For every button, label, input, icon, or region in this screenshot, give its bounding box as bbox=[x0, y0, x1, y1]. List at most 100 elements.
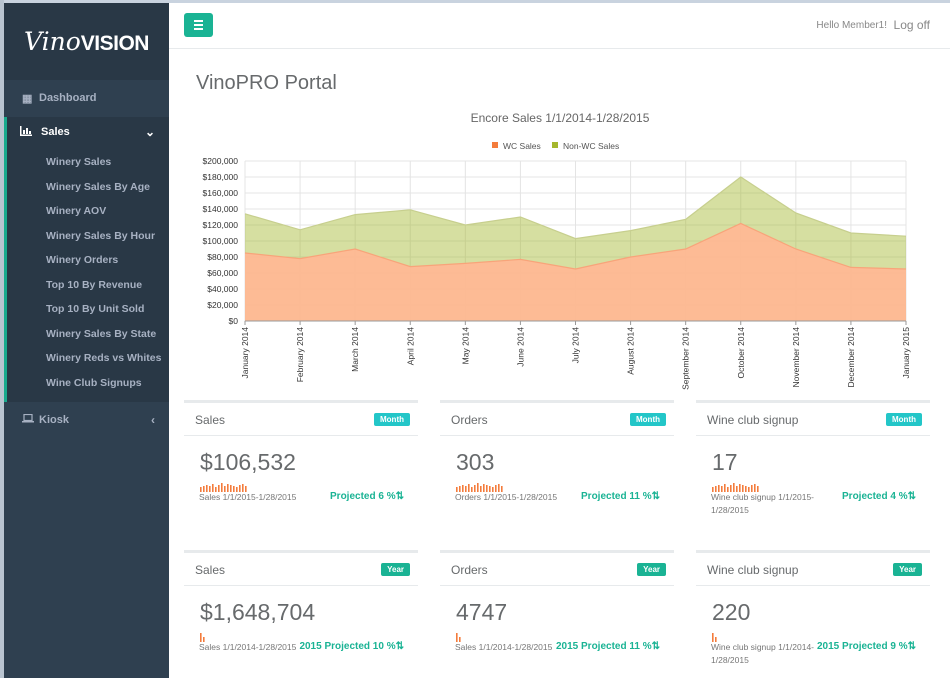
x-tick-label: May 2014 bbox=[460, 327, 470, 365]
sidebar: VinoVISION ▦ Dashboard Sales ⌄ Kiosk ‹ W… bbox=[4, 3, 169, 678]
card-header: Sales Month bbox=[184, 403, 418, 436]
legend-swatch bbox=[552, 142, 558, 148]
trend-arrow-icon: ⇅ bbox=[651, 641, 660, 652]
sales-submenu bbox=[4, 117, 169, 402]
sidebar-subitem[interactable]: Winery Sales By State bbox=[46, 327, 157, 340]
trend-arrow-icon: ⇅ bbox=[651, 491, 660, 502]
sidebar-item-label: Sales bbox=[41, 126, 70, 138]
trend-arrow-icon: ⇅ bbox=[395, 641, 404, 652]
sparkline bbox=[712, 629, 772, 647]
card-period-text: Sales 1/1/2015-1/28/2015 bbox=[199, 492, 297, 502]
legend-label: WC Sales bbox=[503, 141, 541, 151]
legend-label: Non-WC Sales bbox=[563, 141, 619, 151]
sidebar-subitem[interactable]: Top 10 By Unit Sold bbox=[46, 303, 145, 315]
projection-value: 2015 Projected 11 % bbox=[555, 641, 652, 652]
greeting-text: Hello Member1! bbox=[816, 20, 887, 31]
trend-arrow-icon: ⇅ bbox=[907, 641, 916, 652]
dashboard-icon: ▦ bbox=[22, 93, 33, 105]
card-header: Sales Year bbox=[184, 553, 418, 586]
x-tick-label: February 2014 bbox=[295, 327, 305, 383]
card-header: Orders Month bbox=[440, 403, 674, 436]
period-badge: Month bbox=[630, 413, 666, 426]
x-tick-label: July 2014 bbox=[571, 327, 581, 364]
projection-text: Projected 6 %⇅ bbox=[330, 491, 404, 502]
period-badge: Month bbox=[886, 413, 922, 426]
projection-value: Projected 4 % bbox=[842, 491, 908, 502]
brand-vino: Vino bbox=[24, 27, 81, 56]
card-period-text: Sales 1/1/2014-1/28/2015 bbox=[199, 642, 297, 652]
laptop-icon bbox=[22, 413, 34, 426]
chevron-down-icon: ⌄ bbox=[144, 125, 155, 139]
hamburger-icon-bar bbox=[194, 28, 203, 30]
menu-toggle-button[interactable] bbox=[184, 13, 213, 37]
card-value: 303 bbox=[456, 449, 495, 475]
sidebar-item-label: Kiosk bbox=[39, 414, 69, 426]
sparkline bbox=[456, 629, 516, 647]
card-title: Wine club signup bbox=[707, 413, 799, 427]
sidebar-header: VinoVISION bbox=[4, 3, 169, 80]
card-title: Sales bbox=[195, 413, 226, 427]
sparkline bbox=[200, 479, 260, 497]
period-badge: Year bbox=[381, 563, 410, 576]
projection-text: 2015 Projected 10 %⇅ bbox=[299, 641, 404, 652]
card-value: 17 bbox=[712, 449, 738, 475]
sidebar-subitem[interactable]: Winery AOV bbox=[46, 205, 107, 217]
sparkline bbox=[200, 629, 260, 647]
hamburger-icon bbox=[194, 20, 203, 22]
y-tick-label: $0 bbox=[229, 316, 239, 326]
sparkline bbox=[712, 479, 772, 497]
card-title: Sales bbox=[195, 563, 226, 577]
sidebar-subitem[interactable]: Winery Reds vs Whites bbox=[46, 352, 162, 364]
projection-text: 2015 Projected 9 %⇅ bbox=[817, 641, 916, 652]
brand-vision: VISION bbox=[80, 32, 150, 55]
top-navbar: Hello Member1! Log off bbox=[169, 3, 950, 49]
card-title: Orders bbox=[451, 413, 488, 427]
card-period-text: Wine club signup 1/1/2015- 1/28/2015 bbox=[711, 492, 815, 515]
card-title: Wine club signup bbox=[707, 563, 799, 577]
card-header: Orders Year bbox=[440, 553, 674, 586]
y-tick-label: $160,000 bbox=[203, 188, 239, 198]
x-tick-label: October 2014 bbox=[736, 327, 746, 379]
sidebar-subitem[interactable]: Winery Orders bbox=[46, 254, 119, 266]
y-tick-label: $60,000 bbox=[207, 268, 238, 278]
projection-value: Projected 6 % bbox=[330, 491, 396, 502]
sidebar-subitem[interactable]: Top 10 By Revenue bbox=[46, 278, 143, 291]
window-frame-top bbox=[0, 0, 950, 3]
y-tick-label: $40,000 bbox=[207, 284, 238, 294]
sidebar-item-label: Dashboard bbox=[39, 92, 97, 104]
brand-logo[interactable]: VinoVISION bbox=[24, 27, 149, 57]
hamburger-icon-bar bbox=[194, 24, 203, 26]
series-area-wc-sales bbox=[245, 223, 906, 321]
sidebar-subitem[interactable]: Winery Sales By Age bbox=[46, 180, 150, 193]
sidebar-subitem[interactable]: Winery Sales bbox=[46, 156, 112, 168]
y-tick-label: $80,000 bbox=[207, 252, 238, 262]
logoff-link[interactable]: Log off bbox=[893, 18, 930, 32]
sidebar-subitem[interactable]: Wine Club Signups bbox=[46, 376, 142, 389]
projection-value: 2015 Projected 9 % bbox=[817, 641, 908, 652]
sidebar-subitem[interactable]: Winery Sales By Hour bbox=[46, 229, 156, 242]
projection-text: Projected 11 %⇅ bbox=[581, 491, 660, 502]
x-tick-label: June 2014 bbox=[515, 327, 525, 367]
series-line-wc-sales bbox=[244, 222, 907, 270]
stat-card: Sales Year $1,648,704 Sales 1/1/2014-1/28/2… bbox=[184, 550, 418, 678]
projection-value: 2015 Projected 10 % bbox=[299, 641, 396, 652]
window-frame-left bbox=[0, 0, 4, 678]
period-badge: Year bbox=[637, 563, 666, 576]
y-tick-label: $140,000 bbox=[203, 204, 239, 214]
y-tick-label: $200,000 bbox=[203, 156, 239, 166]
trend-arrow-icon: ⇅ bbox=[907, 491, 916, 502]
trend-arrow-icon: ⇅ bbox=[395, 491, 404, 502]
card-period-text: Orders 1/1/2015-1/28/2015 bbox=[455, 492, 558, 502]
card-value: $106,532 bbox=[200, 449, 296, 475]
x-tick-label: January 2015 bbox=[901, 327, 911, 379]
card-header: Wine club signup Year bbox=[696, 553, 930, 586]
sparkline bbox=[456, 479, 516, 497]
bar-chart-icon bbox=[20, 126, 32, 139]
legend-swatch bbox=[492, 142, 498, 148]
stat-card: Wine club signup Year 220 Wine club signup … bbox=[696, 550, 930, 678]
x-tick-label: December 2014 bbox=[846, 327, 856, 388]
card-period-text: Sales 1/1/2014-1/28/2015 bbox=[455, 642, 553, 652]
x-tick-label: September 2014 bbox=[681, 327, 691, 390]
projection-text: Projected 4 %⇅ bbox=[842, 491, 916, 502]
period-badge: Month bbox=[374, 413, 410, 426]
